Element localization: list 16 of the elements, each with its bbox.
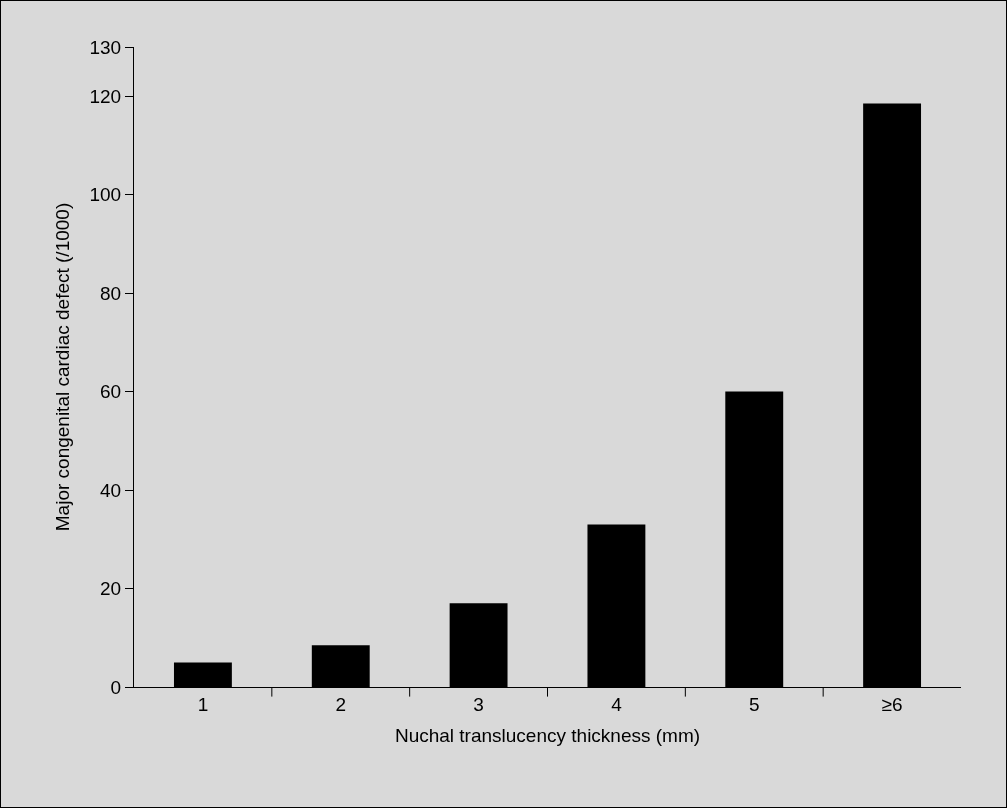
y-tick-label: 40	[100, 479, 122, 501]
x-tick-label: ≥6	[881, 693, 903, 715]
y-tick-label: 20	[100, 578, 122, 600]
y-tick-label: 0	[110, 676, 122, 698]
x-tick-label: 2	[335, 693, 347, 715]
y-tick-label: 80	[100, 282, 122, 304]
y-tick-label: 130	[89, 36, 122, 58]
x-tick-label: 4	[611, 693, 623, 715]
y-axis-title: Major congenital cardiac defect (/1000)	[52, 202, 74, 532]
x-axis-title: Nuchal translucency thickness (mm)	[394, 724, 701, 746]
x-tick-label: 1	[197, 693, 209, 715]
y-tick-label: 120	[89, 85, 122, 107]
y-tick-label: 60	[100, 381, 122, 403]
y-tick-label: 100	[89, 184, 122, 206]
x-tick-label: 5	[748, 693, 760, 715]
x-tick-label: 3	[473, 693, 484, 715]
